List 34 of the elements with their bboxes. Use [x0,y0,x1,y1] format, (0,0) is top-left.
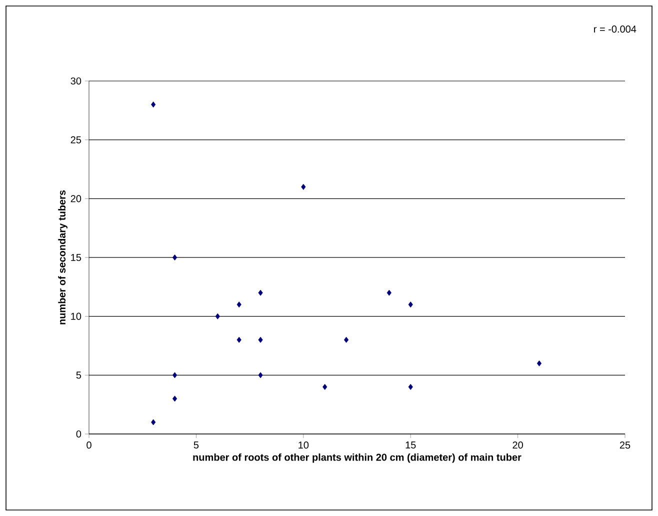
y-tick-label: 30 [70,77,82,85]
y-tick-label: 25 [70,136,82,144]
point [151,419,156,426]
point [408,302,413,308]
point [236,336,242,343]
x-tick-label: 15 [406,442,416,448]
point [386,290,392,296]
point [301,184,306,190]
y-tick-label: 5 [76,372,82,379]
x-tick-label: 10 [298,442,309,449]
point [344,336,349,343]
y-tick-label: 15 [71,254,82,261]
x-tick-label: 0 [86,442,92,449]
point [172,372,178,378]
point [258,372,263,378]
x-axis-title: number of roots of other plants within 20 cm (diameter) of main tuber [193,453,522,463]
point [151,102,156,108]
point [408,384,413,390]
point [258,336,263,343]
point [172,254,178,260]
y-tick-label: 10 [71,312,82,320]
y-tick-label: 20 [70,195,82,202]
x-tick-label: 20 [512,442,523,449]
point [258,290,263,296]
y-axis-title: number of secondary tubers [58,190,68,324]
point [172,396,178,402]
x-tick-label: 5 [194,442,199,448]
x-tick-label: 25 [620,442,630,449]
point [236,302,242,308]
y-tick-label: 0 [76,430,82,438]
point [215,313,220,320]
point [536,360,542,366]
point [322,384,328,390]
text: r = -0.004 [594,26,636,33]
